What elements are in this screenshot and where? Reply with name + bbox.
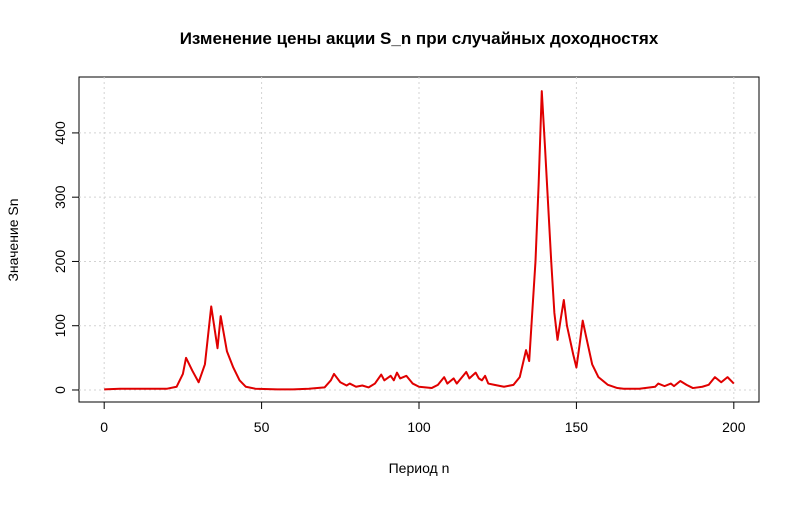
- x-tick-label: 100: [407, 419, 431, 435]
- x-tick-label: 0: [100, 419, 108, 435]
- y-tick-label: 100: [52, 314, 68, 338]
- y-tick-label: 200: [52, 250, 68, 274]
- line: [104, 90, 735, 391]
- x-axis-label: Период n: [389, 460, 450, 476]
- y-axis-label: Значение Sn: [5, 198, 21, 281]
- y-tick-label: 0: [52, 386, 68, 394]
- chart-title: Изменение цены акции S_n при случайных д…: [180, 29, 659, 48]
- y-tick-label: 400: [52, 121, 68, 145]
- x-tick-label: 150: [565, 419, 589, 435]
- x-tick-label: 50: [254, 419, 270, 435]
- x-tick-label: 200: [722, 419, 746, 435]
- y-tick-label: 300: [52, 185, 68, 209]
